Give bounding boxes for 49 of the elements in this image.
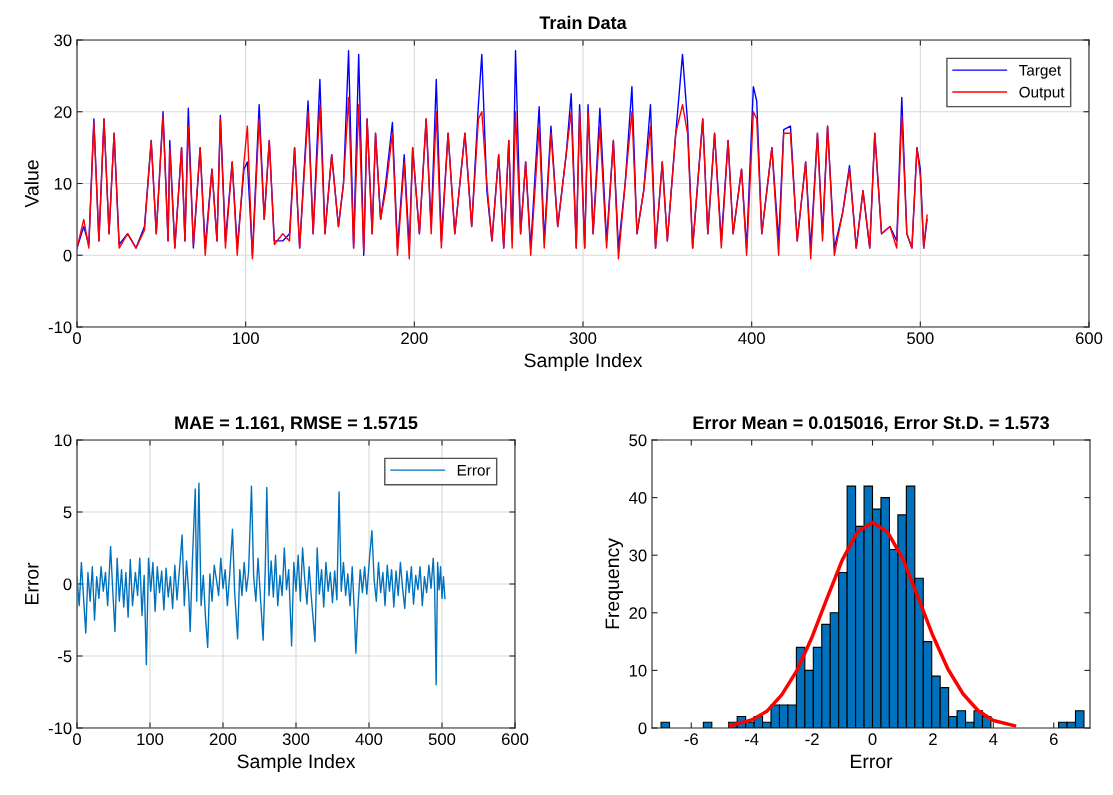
x-tick-label: -6 xyxy=(684,733,698,746)
y-tick-label: 50 xyxy=(629,434,647,447)
y-tick-label: -10 xyxy=(48,321,72,334)
y-axis-title: Frequency xyxy=(605,538,624,629)
x-tick-label: 100 xyxy=(233,332,259,345)
y-tick-label: -10 xyxy=(48,722,72,735)
x-tick-label: 200 xyxy=(401,332,428,345)
x-tick-label: 500 xyxy=(428,733,456,746)
y-tick-label: -5 xyxy=(58,650,72,663)
chart-title: Train Data xyxy=(539,15,627,30)
legend-label: Error xyxy=(457,465,491,476)
x-tick-label: 200 xyxy=(209,733,237,746)
x-tick-label: -4 xyxy=(745,733,759,745)
x-tick-label: 0 xyxy=(73,332,81,345)
y-tick-label: 40 xyxy=(628,492,647,504)
x-tick-label: 6 xyxy=(1049,733,1058,746)
x-tick-label: 4 xyxy=(989,733,998,745)
x-tick-label: 300 xyxy=(569,332,597,345)
y-tick-label: 10 xyxy=(54,434,72,447)
y-tick-label: 0 xyxy=(63,578,72,591)
x-axis-title: Sample Index xyxy=(237,753,356,773)
x-tick-label: 300 xyxy=(282,733,310,746)
x-axis-title: Error xyxy=(850,754,893,769)
y-tick-label: 20 xyxy=(629,607,647,619)
x-tick-label: 2 xyxy=(929,733,937,745)
x-tick-label: 0 xyxy=(73,733,81,746)
y-tick-label: 0 xyxy=(63,249,72,262)
y-tick-label: 30 xyxy=(629,549,647,562)
legend-label: Output xyxy=(1019,86,1065,101)
x-tick-label: -2 xyxy=(805,733,819,745)
legend-label: Target xyxy=(1019,65,1062,79)
y-tick-label: 10 xyxy=(54,177,72,190)
x-tick-label: 400 xyxy=(355,733,383,746)
y-tick-label: 0 xyxy=(638,722,647,735)
x-tick-label: 0 xyxy=(868,733,877,746)
chart-title: Error Mean = 0.015016, Error St.D. = 1.573 xyxy=(693,416,1049,432)
y-tick-label: 5 xyxy=(63,506,72,519)
chart-title: MAE = 1.161, RMSE = 1.5715 xyxy=(175,416,418,432)
x-tick-label: 400 xyxy=(738,332,765,345)
y-tick-label: 10 xyxy=(629,664,647,677)
x-tick-label: 600 xyxy=(1075,332,1103,345)
x-axis-title: Sample Index xyxy=(524,352,643,372)
y-axis-title: Error xyxy=(25,562,39,605)
x-tick-label: 500 xyxy=(907,332,934,345)
y-tick-label: 30 xyxy=(54,34,72,47)
x-tick-label: 600 xyxy=(501,733,529,746)
y-tick-label: 20 xyxy=(54,106,72,118)
y-axis-title: Value xyxy=(24,160,39,208)
x-tick-label: 100 xyxy=(137,733,164,746)
